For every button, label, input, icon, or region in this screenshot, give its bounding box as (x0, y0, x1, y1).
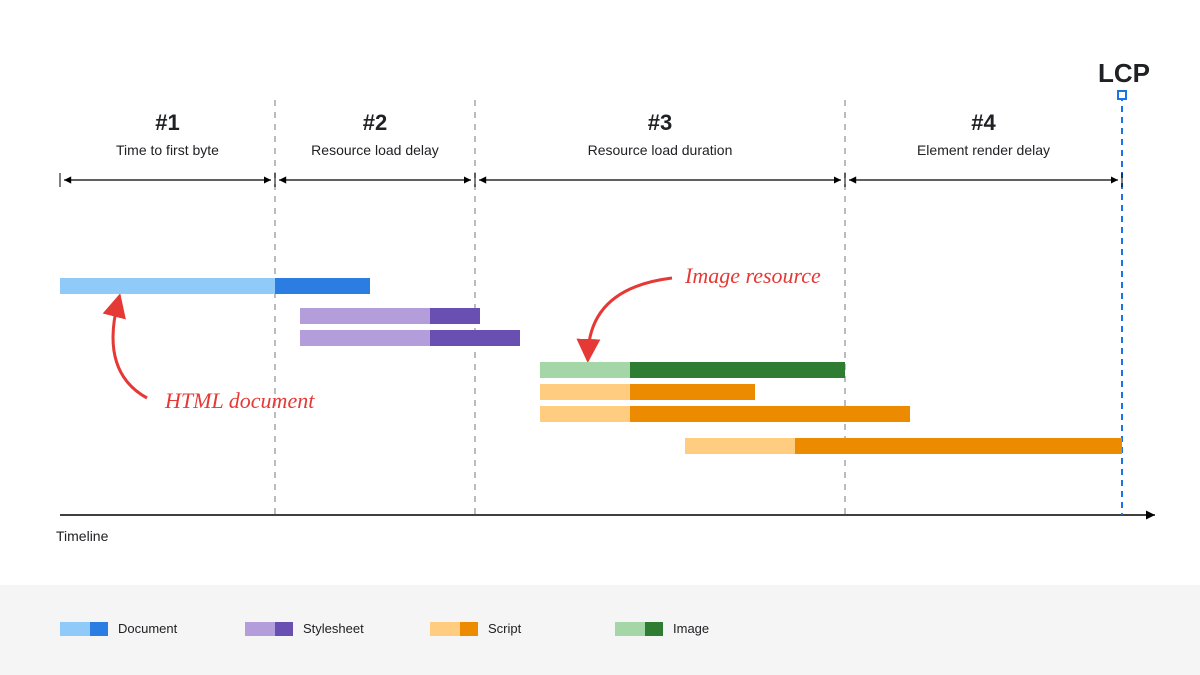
bar-row4-seg1 (630, 384, 755, 400)
annotation-1: Image resource (685, 263, 821, 289)
lcp-label: LCP (1098, 58, 1150, 89)
legend-item-image: Image (615, 621, 709, 636)
bar-row4-seg0 (540, 384, 630, 400)
legend-swatch-dark (90, 622, 108, 636)
annotation-0: HTML document (165, 388, 314, 414)
legend-swatch-dark (460, 622, 478, 636)
legend-label: Document (118, 621, 177, 636)
legend-swatch-light (245, 622, 275, 636)
bar-row6-seg0 (685, 438, 795, 454)
legend-label: Image (673, 621, 709, 636)
bar-row1-seg1 (430, 308, 480, 324)
bar-row1-seg0 (300, 308, 430, 324)
legend-label: Stylesheet (303, 621, 364, 636)
phase-num-4: #4 (884, 110, 1084, 136)
bar-row2-seg0 (300, 330, 430, 346)
legend-label: Script (488, 621, 521, 636)
phase-label-4: Element render delay (864, 142, 1104, 158)
phase-label-3: Resource load duration (540, 142, 780, 158)
phase-num-2: #2 (275, 110, 475, 136)
legend-swatch-dark (645, 622, 663, 636)
bar-row5-seg0 (540, 406, 630, 422)
bar-row6-seg1 (795, 438, 1122, 454)
bar-row0-seg1 (275, 278, 370, 294)
bar-row0-seg0 (60, 278, 275, 294)
diagram-svg (0, 0, 1200, 675)
bar-row5-seg1 (630, 406, 910, 422)
phase-label-1: Time to first byte (48, 142, 288, 158)
bar-row3-seg1 (630, 362, 845, 378)
phase-num-3: #3 (560, 110, 760, 136)
legend-item-script: Script (430, 621, 521, 636)
legend: Document Stylesheet Script Image (0, 585, 1200, 675)
legend-swatch-light (60, 622, 90, 636)
phase-num-1: #1 (68, 110, 268, 136)
legend-swatch-light (430, 622, 460, 636)
bar-row2-seg1 (430, 330, 520, 346)
legend-item-document: Document (60, 621, 177, 636)
lcp-waterfall-diagram: LCP #1 Time to first byte #2 Resource load … (0, 0, 1200, 675)
bar-row3-seg0 (540, 362, 630, 378)
legend-swatch-light (615, 622, 645, 636)
timeline-label: Timeline (56, 528, 108, 544)
phase-label-2: Resource load delay (255, 142, 495, 158)
legend-swatch-dark (275, 622, 293, 636)
legend-item-stylesheet: Stylesheet (245, 621, 364, 636)
